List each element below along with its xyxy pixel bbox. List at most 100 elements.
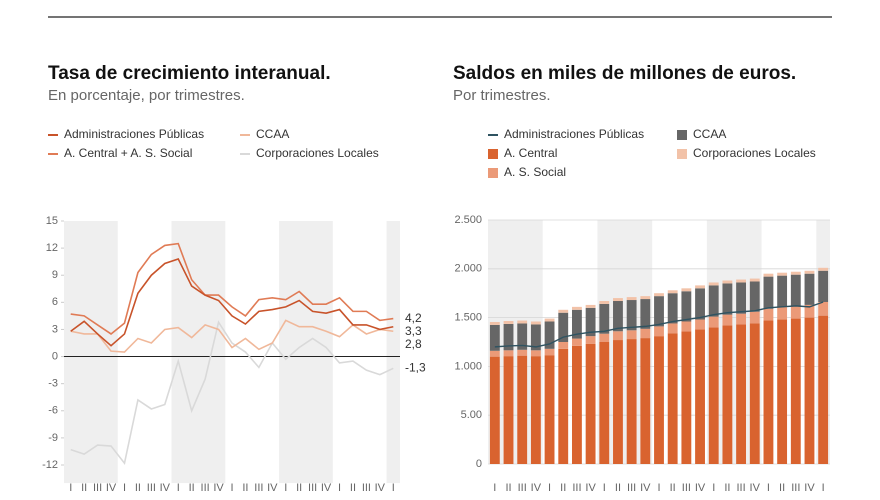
x-tick-label: IV bbox=[531, 482, 542, 494]
y-tick-label: 3 bbox=[52, 323, 58, 335]
bar-segment bbox=[804, 317, 815, 464]
bar-segment bbox=[626, 297, 637, 301]
bar-segment bbox=[558, 342, 569, 349]
x-tick-label: I bbox=[712, 482, 715, 494]
bar-segment bbox=[654, 293, 664, 297]
y-tick-label: -6 bbox=[48, 405, 58, 417]
x-tick-label: IV bbox=[321, 482, 332, 494]
bar-segment bbox=[818, 270, 829, 302]
y-tick-label: -12 bbox=[42, 459, 58, 471]
y-tick-label: 0 bbox=[476, 458, 482, 470]
bar-segment bbox=[503, 321, 514, 324]
chart-subtitle: En porcentaje, por trimestres. bbox=[48, 87, 245, 104]
legend-label: A. Central bbox=[504, 146, 557, 160]
x-tick-label: IV bbox=[213, 482, 224, 494]
x-tick-label: IV bbox=[585, 482, 596, 494]
bar-segment bbox=[571, 306, 582, 310]
bar-segment bbox=[695, 285, 705, 289]
bar-segment bbox=[722, 314, 733, 326]
bar-segment bbox=[695, 319, 705, 330]
x-tick-label: III bbox=[627, 482, 636, 494]
bar-segment bbox=[736, 313, 747, 325]
y-tick-label: 6 bbox=[52, 296, 58, 308]
legend-label: Corporaciones Locales bbox=[256, 146, 379, 160]
bar-segment bbox=[749, 281, 760, 312]
x-tick-label: III bbox=[362, 482, 371, 494]
bar-segment bbox=[722, 280, 733, 284]
bar-segment bbox=[489, 350, 500, 357]
x-tick-label: I bbox=[177, 482, 180, 494]
y-tick-label: -3 bbox=[48, 378, 58, 390]
legend-label: Administraciones Públicas bbox=[504, 127, 644, 141]
bar-segment bbox=[667, 290, 678, 294]
x-tick-label: III bbox=[518, 482, 527, 494]
bar-segment bbox=[544, 348, 555, 356]
bar-segment bbox=[626, 330, 637, 340]
bar-segment bbox=[503, 356, 514, 464]
bar-segment bbox=[585, 304, 596, 308]
x-tick-label: II bbox=[724, 482, 730, 494]
y-tick-label: 0 bbox=[52, 350, 58, 362]
x-tick-label: I bbox=[230, 482, 233, 494]
x-tick-label: II bbox=[81, 482, 87, 494]
bar-segment bbox=[530, 321, 541, 325]
chart-subtitle: Por trimestres. bbox=[453, 87, 551, 104]
x-tick-label: II bbox=[505, 482, 511, 494]
bar-segment bbox=[640, 338, 651, 464]
x-tick-label: IV bbox=[640, 482, 651, 494]
bar-segment bbox=[558, 312, 569, 342]
bar-segment bbox=[489, 324, 500, 351]
series-line bbox=[70, 319, 394, 353]
x-tick-label: II bbox=[296, 482, 302, 494]
bar-segment bbox=[749, 323, 760, 464]
bar-segment bbox=[517, 355, 528, 464]
bar-segment bbox=[667, 293, 678, 324]
x-tick-label: III bbox=[572, 482, 581, 494]
bar-segment bbox=[681, 291, 692, 322]
x-tick-label: IV bbox=[375, 482, 386, 494]
bar-segment bbox=[722, 325, 733, 464]
x-tick-label: IV bbox=[106, 482, 117, 494]
bar-segment bbox=[571, 309, 582, 339]
bar-segment bbox=[818, 267, 829, 271]
x-tick-label: II bbox=[189, 482, 195, 494]
bar-segment bbox=[777, 319, 788, 464]
bar-segment bbox=[571, 345, 582, 464]
y-tick-label: 15 bbox=[46, 215, 58, 227]
series-line bbox=[70, 242, 394, 335]
value-label: 3,3 bbox=[405, 324, 422, 338]
y-tick-label: 5.00 bbox=[461, 409, 482, 421]
bar-segment bbox=[654, 326, 664, 337]
bar-segment bbox=[790, 318, 801, 464]
x-tick-label: III bbox=[201, 482, 210, 494]
bar-segment bbox=[695, 329, 705, 464]
series-line bbox=[494, 301, 824, 348]
bar-segment bbox=[640, 328, 651, 339]
x-tick-label: II bbox=[350, 482, 356, 494]
bar-segment bbox=[530, 350, 541, 357]
bar-segment bbox=[777, 272, 788, 276]
bar-segment bbox=[585, 343, 596, 464]
bar-segment bbox=[804, 270, 815, 274]
bar-segment bbox=[613, 301, 623, 332]
x-tick-label: I bbox=[603, 482, 606, 494]
bar-segment bbox=[585, 336, 596, 344]
bar-segment bbox=[640, 299, 651, 329]
y-tick-label: 12 bbox=[46, 242, 58, 254]
bar-segment bbox=[544, 355, 555, 464]
bar-segment bbox=[585, 307, 596, 337]
bar-segment bbox=[558, 348, 569, 464]
bar-segment bbox=[489, 356, 500, 464]
value-label: 4,2 bbox=[405, 311, 422, 325]
bar-segment bbox=[708, 327, 719, 464]
y-tick-label: 2.500 bbox=[454, 214, 482, 226]
bar-segment bbox=[804, 273, 815, 305]
bar-segment bbox=[544, 318, 555, 322]
bar-segment bbox=[722, 283, 733, 315]
x-tick-label: I bbox=[284, 482, 287, 494]
bar-segment bbox=[681, 321, 692, 332]
bar-segment bbox=[681, 288, 692, 292]
bar-segment bbox=[654, 336, 664, 464]
legend-swatch bbox=[488, 168, 498, 178]
bar-segment bbox=[736, 282, 747, 314]
